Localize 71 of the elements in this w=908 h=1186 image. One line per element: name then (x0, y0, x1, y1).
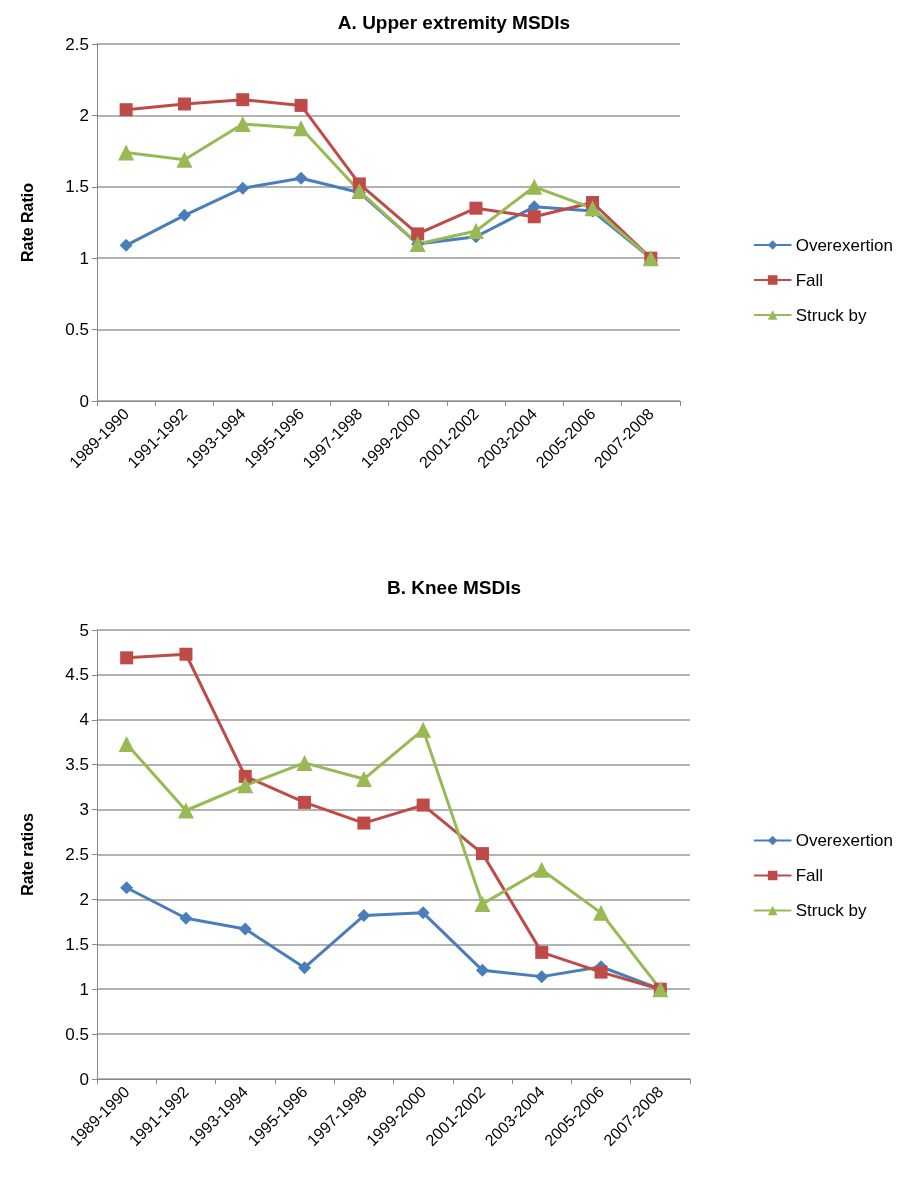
point (584, 200, 601, 217)
point (236, 181, 250, 195)
point (294, 98, 308, 112)
y-tick-label: 4 (79, 710, 89, 730)
point (237, 777, 254, 794)
point (469, 201, 483, 215)
legend-label: Fall (795, 866, 824, 885)
y-tick-label: 3 (79, 800, 89, 820)
point (177, 97, 191, 111)
point (415, 721, 432, 738)
point (119, 103, 133, 117)
point (236, 93, 250, 107)
point (298, 961, 312, 975)
point (298, 795, 312, 809)
point (177, 802, 194, 819)
y-tick-label: 4.5 (65, 665, 89, 685)
point (535, 970, 549, 984)
point (357, 816, 371, 830)
point (533, 861, 550, 878)
point (594, 965, 608, 979)
point (179, 911, 193, 925)
point (416, 798, 430, 812)
point (177, 208, 191, 222)
y-tick-label: 0 (79, 1069, 89, 1089)
y-tick-label: 0.5 (65, 1024, 89, 1044)
point (526, 178, 543, 195)
point (411, 227, 425, 241)
legend-label: Fall (795, 270, 824, 290)
point (120, 881, 134, 895)
point (119, 238, 133, 252)
y-tick-label: 1.5 (65, 177, 89, 197)
point (475, 847, 489, 861)
y-tick-label: 0 (79, 391, 89, 411)
point (238, 922, 252, 936)
chart-title: A. Upper extremity MSDIs (337, 12, 571, 33)
y-tick-label: 2 (79, 105, 89, 125)
y-tick-label: 3.5 (65, 755, 89, 775)
point (118, 736, 135, 753)
legend-label: Struck by (795, 305, 868, 325)
point (527, 210, 541, 224)
legend-label: Overexertion (795, 831, 894, 850)
point (467, 223, 484, 240)
point (475, 963, 489, 977)
chart-title: B. Knee MSDIs (386, 577, 522, 598)
y-tick-label: 1 (79, 979, 89, 999)
point (296, 754, 313, 771)
y-axis-title: Rate Ratio (18, 182, 36, 263)
y-tick-label: 1.5 (65, 934, 89, 954)
point (357, 909, 371, 923)
y-tick-label: 5 (79, 620, 89, 640)
point (294, 171, 308, 185)
point (238, 769, 252, 783)
point (120, 651, 134, 665)
y-tick-label: 1 (79, 248, 89, 268)
point (593, 904, 610, 921)
y-tick-label: 0.5 (65, 320, 89, 340)
point (179, 647, 193, 661)
y-tick-label: 2.5 (65, 34, 89, 54)
point (474, 895, 491, 912)
point (355, 771, 372, 788)
point (535, 945, 549, 959)
point (118, 144, 135, 161)
point (293, 120, 310, 137)
legend-label: Overexertion (795, 235, 894, 255)
point (234, 115, 251, 132)
y-tick-label: 2.5 (65, 845, 89, 864)
point (176, 151, 193, 168)
point (416, 906, 430, 920)
y-axis-title: Rate ratios (18, 813, 36, 896)
y-tick-label: 2 (79, 889, 89, 909)
legend-label: Struck by (795, 901, 868, 920)
